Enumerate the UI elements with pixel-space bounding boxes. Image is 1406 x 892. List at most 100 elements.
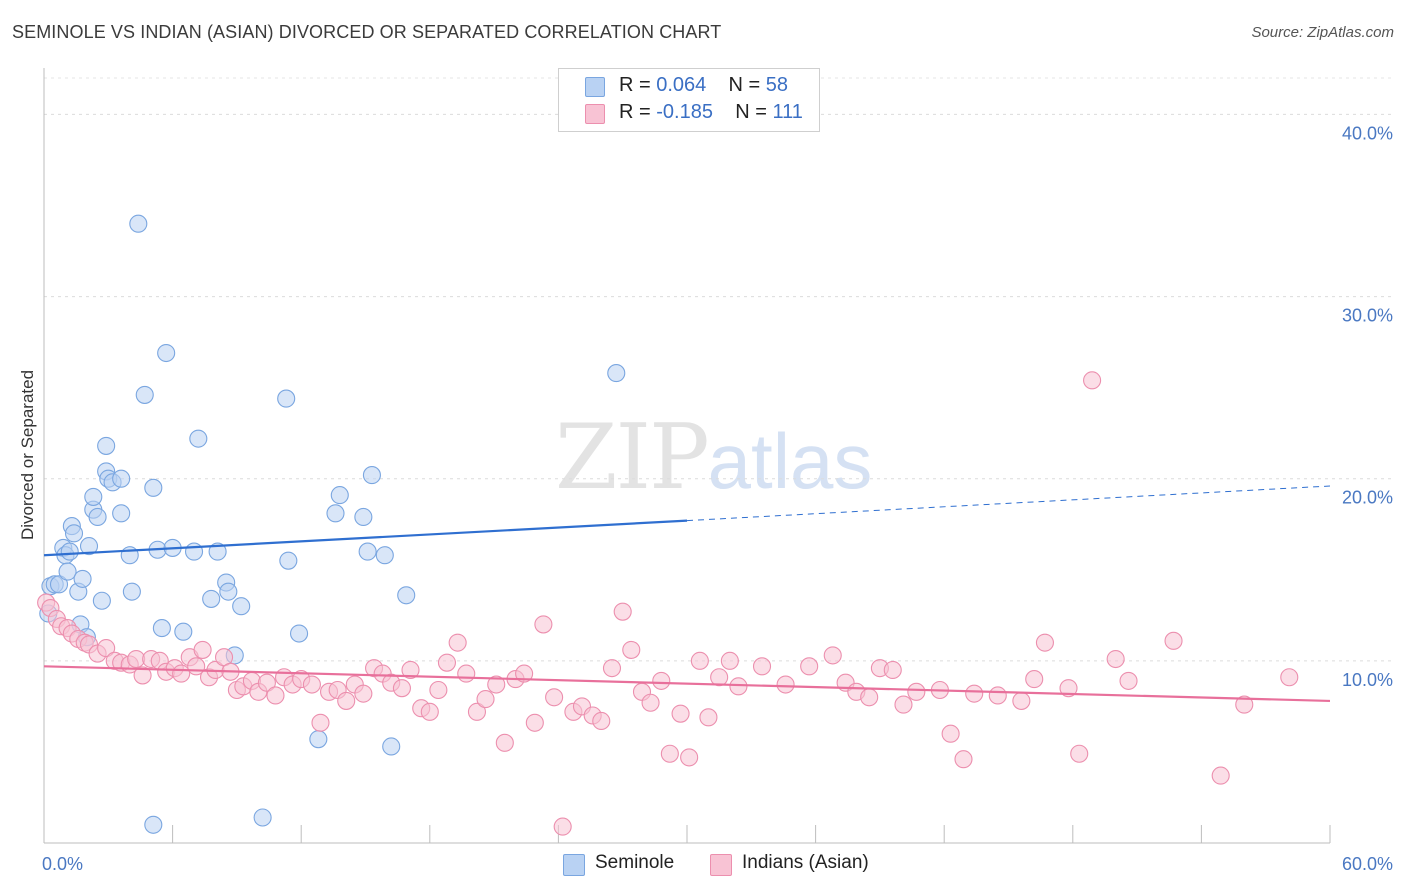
y-tick-label: 10.0% [1342,670,1393,690]
indians-point [525,713,544,732]
indians-point [467,702,487,721]
seminole-point [129,214,148,233]
chart-title: SEMINOLE VS INDIAN (ASIAN) DIVORCED OR S… [12,22,722,42]
legend-swatch-indians [585,104,605,124]
seminole-point [277,389,296,408]
indians-point [988,686,1007,705]
indians-point [172,664,191,683]
seminole-point [122,582,141,601]
indians-point [1070,744,1089,763]
indians-point [302,675,321,694]
seminole-point [326,504,345,523]
legend-n-label: N = [728,74,766,96]
indians-point [720,651,739,670]
indians-point [641,693,660,712]
seminole-point [607,364,626,383]
legend-label-seminole: Seminole [595,852,675,873]
y-tick-label: 20.0% [1342,488,1393,508]
indians-point [1025,670,1044,689]
seminole-point [232,597,251,616]
indians-point [457,664,476,683]
indians-point [613,602,632,621]
source-credit: Source: ZipAtlas.com [1251,24,1394,41]
indians-point [1280,668,1299,687]
indians-point [476,690,495,709]
indians-point [401,660,420,680]
indians-point [1119,671,1138,690]
legend-swatch-seminole [585,77,605,97]
seminole-point [397,586,416,605]
y-tick-label: 40.0% [1342,123,1393,143]
seminole-point [174,622,193,641]
seminole-point [88,507,107,527]
indians-point [776,675,795,694]
correlation-legend: R = 0.064 N = 58 R = -0.185 N = 111 [558,68,820,132]
indians-point [907,682,926,701]
y-tick-label: 30.0% [1342,306,1393,326]
indians-point [553,817,572,836]
indians-point [392,679,411,698]
seminole-point [97,436,116,455]
seminole-point [375,546,394,565]
trend-lines [43,485,1331,703]
seminole-point [112,469,131,488]
seminole-point [135,385,154,404]
watermark-atlas: atlas [707,417,873,505]
indians-point [941,724,960,743]
indians-point [710,668,729,687]
indians-point [883,660,902,680]
seminole-point [79,537,99,556]
indians-point [729,677,748,696]
legend-n-value: 111 [772,101,803,123]
indians-point [1211,766,1230,785]
y-axis-label: Divorced or Separated [18,370,37,540]
indians-point [622,640,641,659]
legend-r-label: R = [619,74,657,96]
indians-point [515,664,534,683]
seminole-point [362,466,381,485]
grid-lines [44,77,1392,662]
indians-point [752,657,772,676]
indians-point [193,640,212,659]
seminole-point [330,486,349,505]
indians-point [823,646,842,665]
x-tick-label: 0.0% [42,854,83,874]
seminole-point [157,343,176,363]
data-points [37,214,1299,836]
seminole-point [354,507,373,527]
seminole-point [219,582,238,601]
indians-point [448,633,467,652]
seminole-point [64,524,84,543]
indians-point [954,750,973,769]
indians-point [800,657,819,676]
legend-n-label: N = [735,101,773,123]
indians-point [1106,649,1125,669]
indians-point [437,653,456,672]
indians-point [311,713,330,732]
watermark: ZIPatlas [555,405,872,510]
seminole-point [290,624,309,643]
seminole-point [84,487,103,506]
seminole-point [49,575,69,594]
indians-point [266,686,285,705]
indians-point [1035,633,1054,652]
indians-point [127,649,146,669]
seminole-point [358,542,377,561]
legend-r-value: -0.185 [656,101,713,123]
indians-point [652,671,671,690]
indians-point [420,702,439,721]
legend-label-indians: Indians (Asian) [742,852,869,873]
seminole-point [184,542,204,561]
seminole-point [60,542,79,561]
indians-point [690,651,709,670]
indians-point [534,615,553,634]
indians-point [545,688,564,707]
indians-point [1083,371,1102,390]
seminole-point [144,478,163,497]
legend-r-label: R = [619,101,657,123]
indians-point [337,691,356,710]
seminole-point [144,815,163,834]
indians-point [1059,679,1078,698]
indians-point [602,659,622,678]
